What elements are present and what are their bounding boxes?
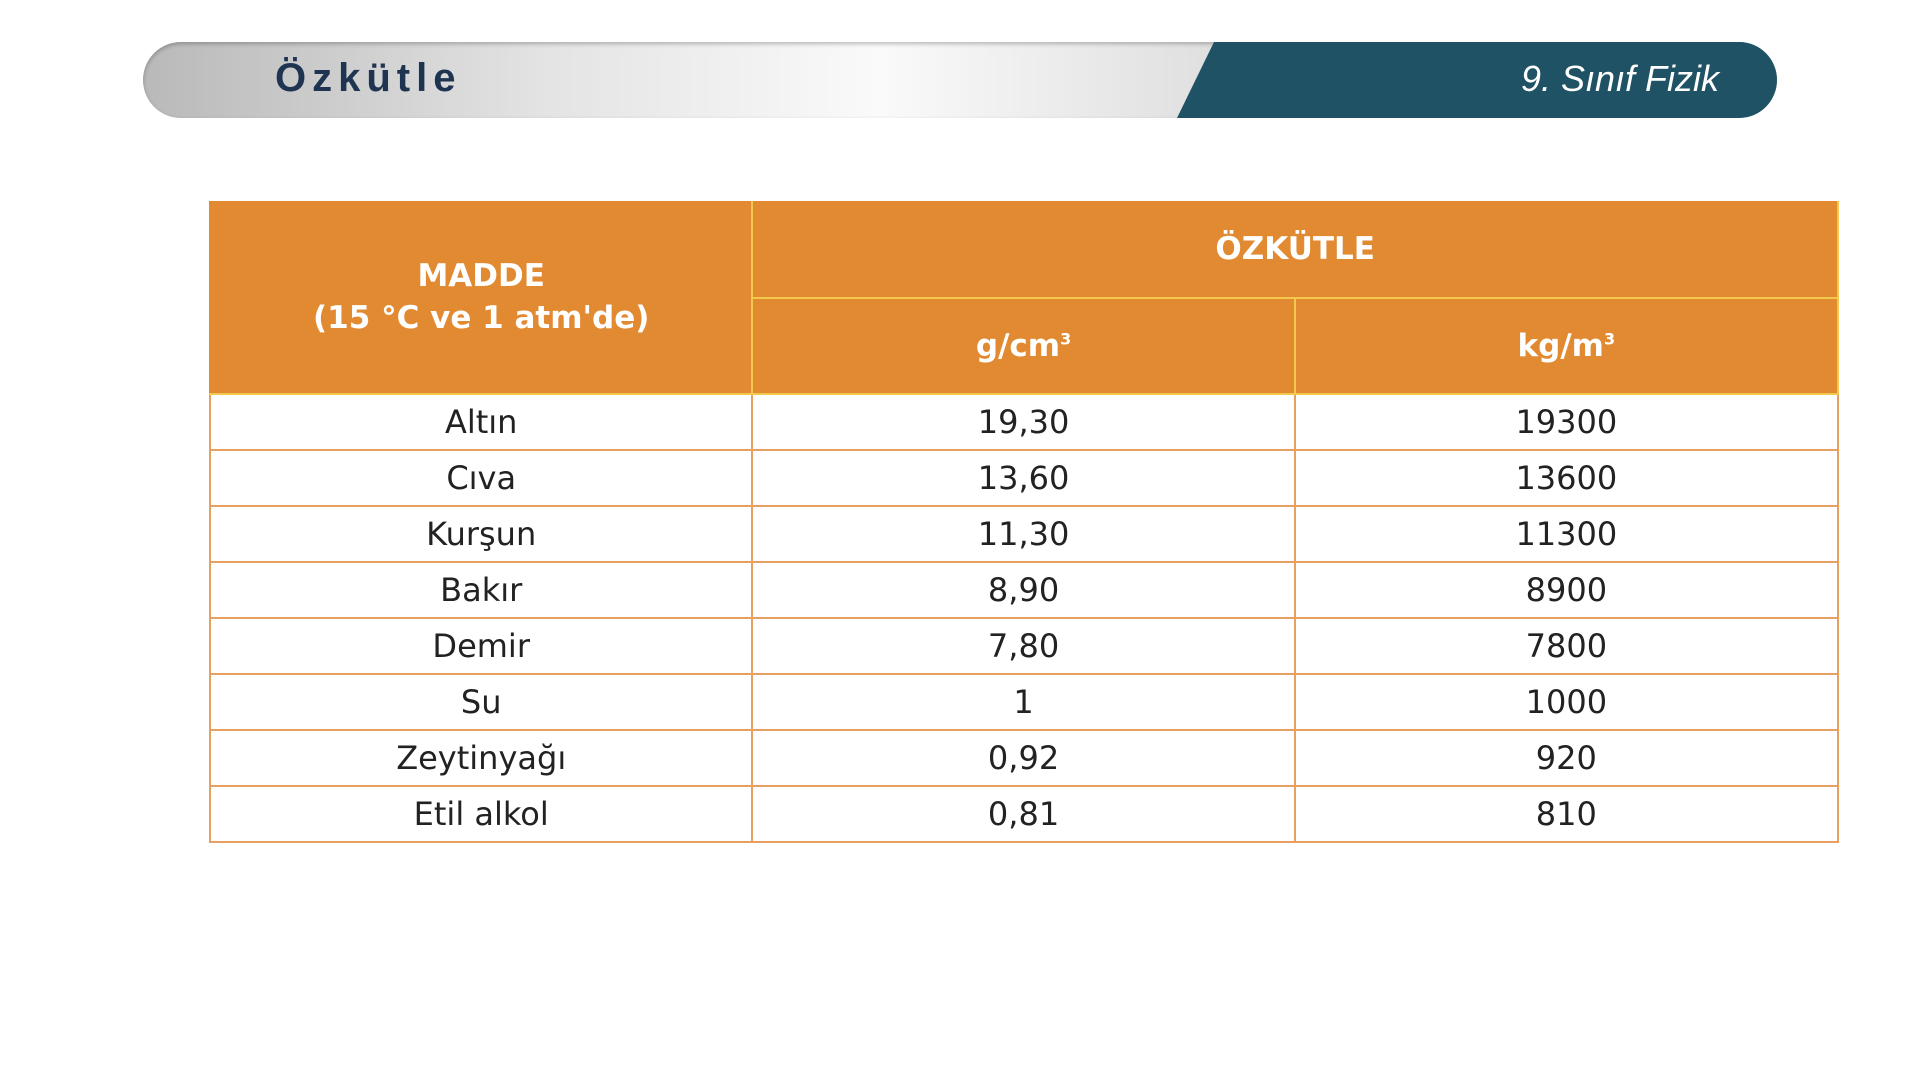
header-ozkutle: ÖZKÜTLE (751, 201, 1839, 299)
title-banner: Özkütle 9. Sınıf Fizik (143, 42, 1777, 118)
density-gcm3-cell: 1 (751, 673, 1296, 731)
unit-label: kg/m (1517, 328, 1604, 364)
course-label: 9. Sınıf Fizik (1520, 58, 1719, 99)
density-gcm3-cell: 7,80 (751, 617, 1296, 675)
density-kgm3-cell: 810 (1293, 785, 1840, 843)
substance-cell: Kurşun (208, 505, 754, 563)
density-kgm3-cell: 1000 (1293, 673, 1840, 731)
density-gcm3-cell: 0,81 (751, 785, 1296, 843)
unit-exponent: 3 (1060, 329, 1072, 349)
density-gcm3-cell: 0,92 (751, 729, 1296, 787)
table-row: Altın 19,30 19300 (208, 393, 1840, 451)
unit-label: g/cm (975, 328, 1061, 364)
header-madde-condition: (15 °C ve 1 atm'de) (312, 300, 650, 336)
substance-cell: Su (208, 673, 754, 731)
substance-cell: Altın (208, 393, 754, 451)
density-table: MADDE (15 °C ve 1 atm'de) ÖZKÜTLE g/cm3 … (208, 201, 1840, 843)
substance-cell: Demir (208, 617, 754, 675)
unit-exponent: 3 (1603, 329, 1616, 349)
substance-cell: Bakır (208, 561, 754, 619)
density-kgm3-cell: 920 (1293, 729, 1840, 787)
density-gcm3-cell: 13,60 (751, 449, 1296, 507)
substance-cell: Zeytinyağı (208, 729, 754, 787)
density-kgm3-cell: 13600 (1293, 449, 1840, 507)
density-kgm3-cell: 19300 (1293, 393, 1840, 451)
substance-cell: Cıva (208, 449, 754, 507)
substance-cell: Etil alkol (208, 785, 754, 843)
header-madde-label: MADDE (417, 258, 545, 294)
table-row: Bakır 8,90 8900 (208, 561, 1840, 619)
table-row: Etil alkol 0,81 810 (208, 785, 1840, 843)
banner-dark-band (1177, 42, 1777, 118)
header-madde: MADDE (15 °C ve 1 atm'de) (208, 201, 754, 395)
header-unit-kgm3: kg/m3 (1293, 298, 1840, 395)
page-title: Özkütle (275, 56, 462, 100)
table-row: Kurşun 11,30 11300 (208, 505, 1840, 563)
density-gcm3-cell: 11,30 (751, 505, 1296, 563)
table-row: Su 1 1000 (208, 673, 1840, 731)
density-kgm3-cell: 11300 (1293, 505, 1840, 563)
density-gcm3-cell: 19,30 (751, 393, 1296, 451)
density-gcm3-cell: 8,90 (751, 561, 1296, 619)
table-row: Demir 7,80 7800 (208, 617, 1840, 675)
density-kgm3-cell: 7800 (1293, 617, 1840, 675)
density-kgm3-cell: 8900 (1293, 561, 1840, 619)
table-row: Zeytinyağı 0,92 920 (208, 729, 1840, 787)
header-unit-gcm3: g/cm3 (751, 298, 1296, 395)
table-row: Cıva 13,60 13600 (208, 449, 1840, 507)
